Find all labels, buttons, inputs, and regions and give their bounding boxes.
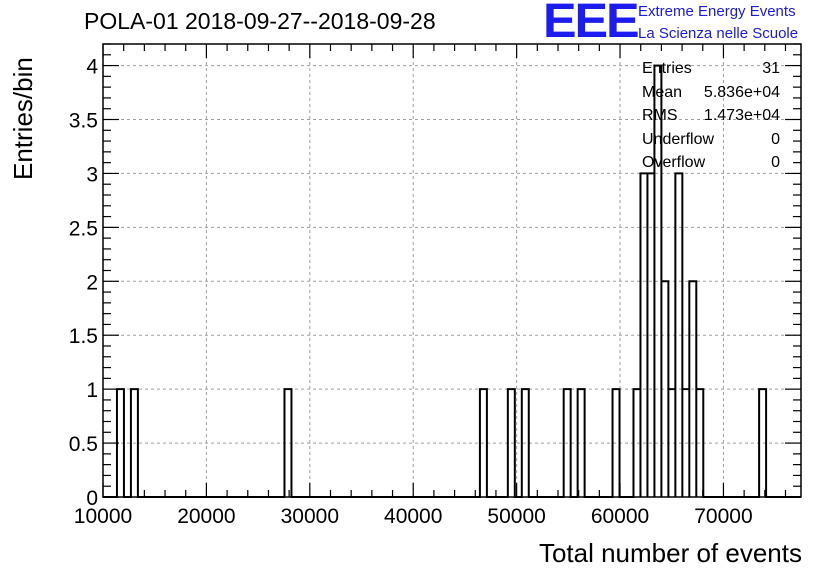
y-tick-label: 2.5 bbox=[69, 217, 98, 240]
stat-row-entries: Entries 31 bbox=[642, 60, 780, 84]
stat-label: Mean bbox=[642, 83, 683, 101]
stat-label: RMS bbox=[642, 107, 678, 124]
y-tick-label: 3.5 bbox=[69, 110, 98, 133]
y-tick-label: 2 bbox=[86, 271, 98, 294]
stat-row-rms: RMS 1.473e+04 bbox=[642, 107, 780, 131]
x-tick-label: 40000 bbox=[384, 505, 442, 528]
x-tick-label: 10000 bbox=[74, 505, 132, 528]
stats-box: Entries 31 Mean 5.836e+04 RMS 1.473e+04 … bbox=[642, 60, 780, 178]
x-tick-label: 30000 bbox=[281, 505, 339, 528]
y-tick-label: 1.5 bbox=[69, 325, 98, 348]
stat-value: 5.836e+04 bbox=[703, 83, 780, 101]
stat-row-underflow: Underflow 0 bbox=[642, 131, 780, 155]
stat-label: Entries bbox=[642, 60, 692, 77]
x-axis-label: Total number of events bbox=[538, 538, 802, 568]
stat-value: 1.473e+04 bbox=[703, 107, 780, 124]
y-tick-label: 0.5 bbox=[69, 433, 98, 456]
x-tick-label: 20000 bbox=[177, 505, 235, 528]
stat-value: 31 bbox=[762, 60, 780, 77]
stat-label: Overflow bbox=[642, 154, 706, 171]
y-tick-label: 3 bbox=[86, 163, 98, 186]
x-tick-label: 60000 bbox=[591, 505, 649, 528]
y-tick-label: 1 bbox=[86, 379, 98, 402]
eee-logo: EEE bbox=[543, 0, 640, 48]
chart-title: POLA-01 2018-09-27--2018-09-28 bbox=[84, 8, 436, 34]
y-axis-label: Entries/bin bbox=[8, 57, 38, 180]
logo-text-line1: Extreme Energy Events bbox=[638, 3, 796, 20]
logo-text-line2: La Scienza nelle Scuole bbox=[638, 25, 799, 42]
stat-value: 0 bbox=[771, 154, 780, 171]
stat-value: 0 bbox=[771, 130, 780, 148]
stat-row-mean: Mean 5.836e+04 bbox=[642, 84, 780, 108]
stat-row-overflow: Overflow 0 bbox=[642, 154, 780, 178]
x-tick-label: 50000 bbox=[487, 505, 545, 528]
y-tick-label: 4 bbox=[86, 56, 98, 79]
stat-label: Underflow bbox=[642, 130, 715, 148]
y-tick-label: 0 bbox=[86, 487, 98, 510]
x-tick-label: 70000 bbox=[694, 505, 752, 528]
